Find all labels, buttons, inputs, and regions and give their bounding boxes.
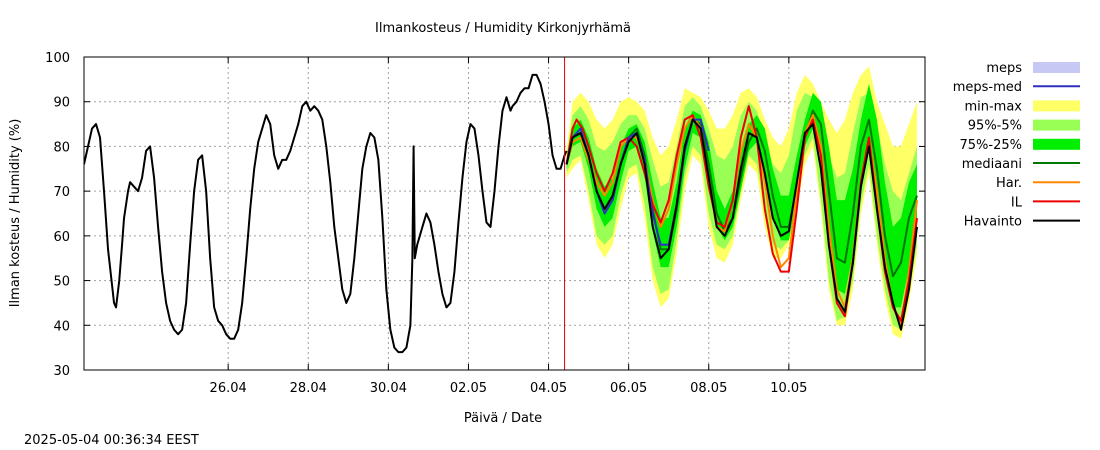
legend-label: meps [986, 61, 1022, 76]
x-tick-label: 30.04 [370, 381, 407, 396]
legend-swatch [1033, 138, 1080, 150]
line-layer [84, 57, 918, 370]
x-tick-label: 06.05 [610, 381, 647, 396]
y-tick-label: 40 [53, 319, 70, 334]
x-tick-label: 26.04 [210, 381, 247, 396]
legend-label: mediaani [962, 157, 1022, 172]
legend-label: 95%-5% [968, 119, 1022, 134]
y-tick-label: 60 [53, 230, 70, 245]
y-tick-label: 30 [53, 364, 70, 379]
y-tick-label: 50 [53, 275, 70, 290]
legend-label: IL [1011, 195, 1023, 210]
legend: meps meps-med min-max 95%-5% 75%-25% mediaani… [953, 61, 1080, 230]
band-layer [566, 65, 917, 339]
x-tick-label: 04.05 [530, 381, 567, 396]
x-axis-label: Päivä / Date [464, 411, 542, 426]
x-tick-label: 10.05 [770, 381, 807, 396]
legend-label: Havainto [964, 215, 1022, 230]
y-tick-label: 80 [53, 140, 70, 155]
x-tick-label: 28.04 [290, 381, 327, 396]
chart-title: Ilmankosteus / Humidity Kirkonjyrhämä [375, 21, 631, 36]
x-tick-label: 08.05 [690, 381, 727, 396]
legend-swatch [1033, 119, 1080, 131]
legend-label: meps-med [953, 80, 1022, 95]
y-tick-label: 100 [45, 51, 70, 66]
band-95-5- [566, 92, 917, 330]
legend-label: 75%-25% [960, 138, 1022, 153]
band-75-25- [566, 83, 917, 308]
plot-clip-group [84, 57, 925, 370]
series-havainto [84, 73, 568, 354]
y-axis-label: Ilman kosteus / Humidity (%) [8, 119, 23, 308]
x-tick-label: 02.05 [450, 381, 487, 396]
legend-swatch [1033, 100, 1080, 112]
legend-label: min-max [964, 99, 1022, 114]
y-tick-label: 90 [53, 96, 70, 111]
axes: 30 40 50 60 70 80 90 100 26.04 28.04 30.04 02.05 04.… [45, 51, 925, 396]
y-tick-label: 70 [53, 185, 70, 200]
plot-frame [83, 56, 926, 371]
series-havainto-ennuste [565, 118, 918, 331]
timestamp: 2025-05-04 00:36:34 EEST [24, 433, 199, 448]
legend-label: Har. [996, 176, 1022, 191]
legend-swatch [1033, 62, 1080, 73]
